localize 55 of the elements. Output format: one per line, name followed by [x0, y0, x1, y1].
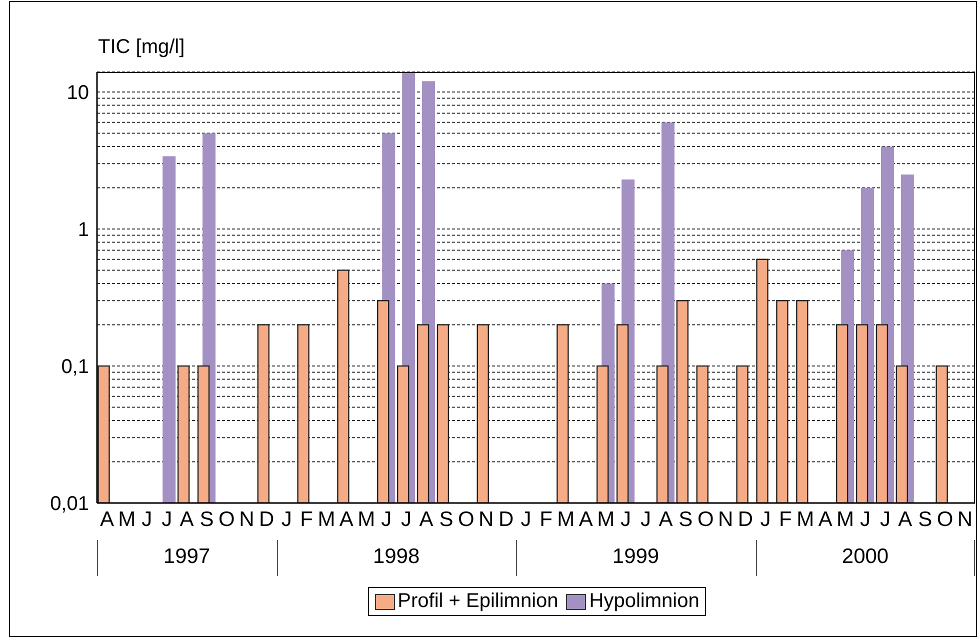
x-tick-label: D: [259, 508, 274, 531]
x-tick-label: F: [540, 508, 552, 531]
y-tick-label: 10: [66, 82, 89, 104]
x-tick-label: M: [118, 508, 136, 531]
x-tick-label: J: [381, 508, 392, 531]
x-tick-label: F: [779, 508, 792, 531]
text: 1998: [372, 545, 421, 569]
y-tick-label: 1: [78, 219, 89, 242]
x-tick-label: F: [300, 508, 313, 531]
x-tick-label: N: [239, 508, 254, 531]
x-tick-label: S: [200, 508, 214, 531]
x-tick-label: A: [180, 508, 194, 531]
x-tick-label: A: [578, 508, 593, 531]
x-tick-label: S: [918, 508, 932, 531]
y-tick-label: 0,1: [61, 356, 89, 378]
x-tick-label: J: [760, 508, 771, 531]
x-tick-label: A: [898, 508, 912, 531]
x-tick-label: J: [640, 508, 651, 531]
text: 1997: [162, 545, 212, 569]
x-tick-label: A: [818, 508, 832, 531]
x-tick-label: O: [936, 508, 954, 531]
x-tick-label: M: [358, 508, 376, 531]
x-tick-label: J: [281, 508, 292, 531]
x-tick-label: S: [678, 508, 693, 531]
x-tick-label: N: [478, 508, 494, 531]
text: 1999: [611, 545, 660, 569]
y-tick-label: 0,01: [50, 493, 89, 516]
x-tick-label: A: [339, 508, 354, 531]
x-tick-label: J: [162, 508, 172, 531]
x-tick-label: A: [658, 508, 673, 531]
x-tick-label: O: [218, 508, 235, 531]
x-tick-label: J: [401, 508, 412, 531]
legend-label: Profil + Epilimnion: [398, 590, 558, 613]
x-tick-label: A: [100, 508, 114, 531]
x-tick-label: M: [836, 508, 854, 531]
x-tick-label: J: [620, 508, 632, 531]
x-tick-label: M: [318, 508, 336, 531]
x-tick-label: J: [142, 508, 152, 531]
x-tick-label: J: [880, 508, 890, 531]
x-tick-label: J: [520, 508, 532, 531]
x-tick-label: M: [597, 508, 615, 531]
y-axis-title: TIC [mg/l]: [98, 36, 185, 59]
text: 2000: [840, 545, 890, 569]
x-tick-label: O: [458, 508, 474, 531]
x-tick-label: D: [738, 508, 754, 531]
x-tick-label: J: [860, 508, 870, 531]
x-tick-label: M: [796, 508, 814, 531]
x-tick-label: N: [718, 508, 734, 531]
x-tick-label: N: [957, 508, 973, 531]
x-tick-label: A: [419, 508, 434, 531]
x-tick-label: D: [498, 508, 514, 531]
x-tick-label: M: [557, 508, 575, 531]
x-tick-label: O: [697, 508, 714, 531]
legend-label: Hypolimnion: [589, 590, 700, 613]
x-tick-label: S: [439, 508, 454, 531]
